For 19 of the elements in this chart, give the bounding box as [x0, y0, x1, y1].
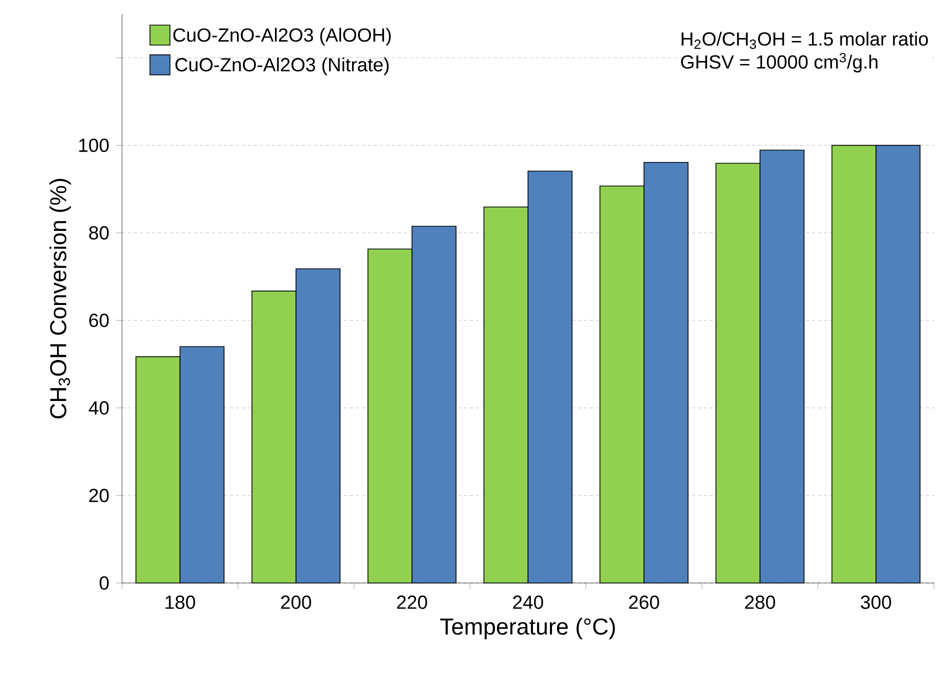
y-tick-label: 0: [100, 576, 109, 590]
x-tick-label: 240: [513, 596, 544, 609]
x-tick-label: 200: [281, 596, 312, 609]
legend-label: CuO-ZnO-Al2O3 (AlOOH): [173, 28, 391, 46]
y-tick-label: 100: [79, 138, 109, 152]
x-tick-label: 300: [860, 596, 892, 609]
x-tick-label: 180: [166, 596, 196, 609]
y-tick-label: 40: [88, 401, 109, 415]
y-tick-label: 60: [89, 314, 109, 328]
x-axis-title: Temperature (°C): [440, 618, 615, 640]
x-tick-label: 220: [397, 596, 428, 609]
x-tick-label: 260: [629, 596, 660, 609]
annotation: GHSV = 10000 cm$^{3}$/g.h: [681, 52, 878, 72]
y-axis-title: CH$_{3}$OH Conversion (%): [49, 178, 71, 418]
annotation: H$_{2}$O/CH$_{3}$OH = 1.5 molar ratio: [682, 32, 928, 49]
x-tick-label: 280: [745, 596, 776, 609]
y-tick-label: 80: [89, 226, 109, 240]
legend-label: CuO-ZnO-Al2O3 (Nitrate): [175, 58, 389, 76]
y-tick-label: 20: [89, 488, 109, 502]
